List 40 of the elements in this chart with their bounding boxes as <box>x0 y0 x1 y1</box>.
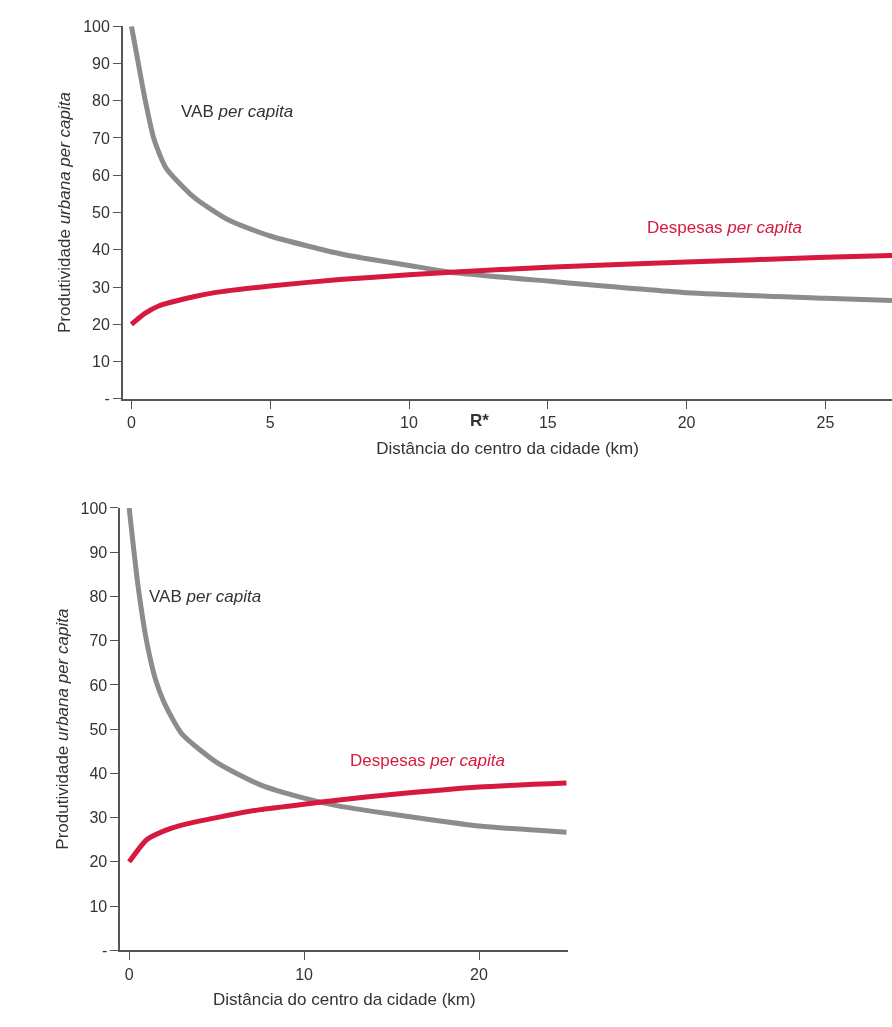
y-tick-label: 30 <box>92 278 110 296</box>
y-tick-label: 30 <box>89 809 108 827</box>
y-tick-label: - <box>101 941 108 959</box>
series-label: Despesas per capita <box>350 751 505 770</box>
text: R* <box>470 411 490 430</box>
x-axis-title: Distância do centro da cidade (km) <box>376 438 639 458</box>
y-tick-label: 50 <box>89 720 108 738</box>
y-tick-label: 60 <box>92 166 110 184</box>
y-tick-label: 20 <box>89 853 108 871</box>
y-tick-label: 80 <box>89 588 108 606</box>
y-tick-label: 70 <box>89 632 108 650</box>
y-tick-label: 90 <box>89 543 108 561</box>
y-tick-label: 90 <box>92 55 110 73</box>
y-tick-label: - <box>104 390 110 408</box>
y-tick-label: 40 <box>92 241 110 259</box>
x-tick-label: 5 <box>265 414 275 432</box>
y-tick-label: 10 <box>89 897 108 915</box>
y-axis-title: Produtividade urbana per capita <box>52 608 72 850</box>
x-tick-label: 20 <box>677 414 696 432</box>
x-tick-label: 10 <box>400 414 419 432</box>
y-tick-label: 50 <box>92 204 110 222</box>
x-tick-label: 0 <box>126 414 136 432</box>
y-tick-label: 70 <box>92 129 110 147</box>
y-tick-label: 100 <box>83 17 110 35</box>
y-tick-label: 100 <box>80 499 108 517</box>
y-tick-label: 40 <box>89 764 108 782</box>
x-tick-label: 20 <box>470 965 488 983</box>
x-axis-title: Distância do centro da cidade (km) <box>212 990 476 1010</box>
y-axis-title: Produtividade urbana per capita <box>55 92 75 334</box>
x-tick-label: 0 <box>124 965 134 983</box>
y-tick-label: 80 <box>92 92 110 110</box>
x-tick-label: 15 <box>538 414 557 432</box>
x-tick-label: 25 <box>816 414 835 432</box>
y-tick-label: 60 <box>89 676 108 694</box>
series-label: VAB per capita <box>181 102 294 121</box>
series-label: VAB per capita <box>149 587 262 606</box>
x-tick-label: 10 <box>295 965 314 983</box>
y-tick-label: 20 <box>92 315 110 333</box>
y-tick-label: 10 <box>92 353 110 371</box>
series-label: Despesas per capita <box>647 218 802 237</box>
